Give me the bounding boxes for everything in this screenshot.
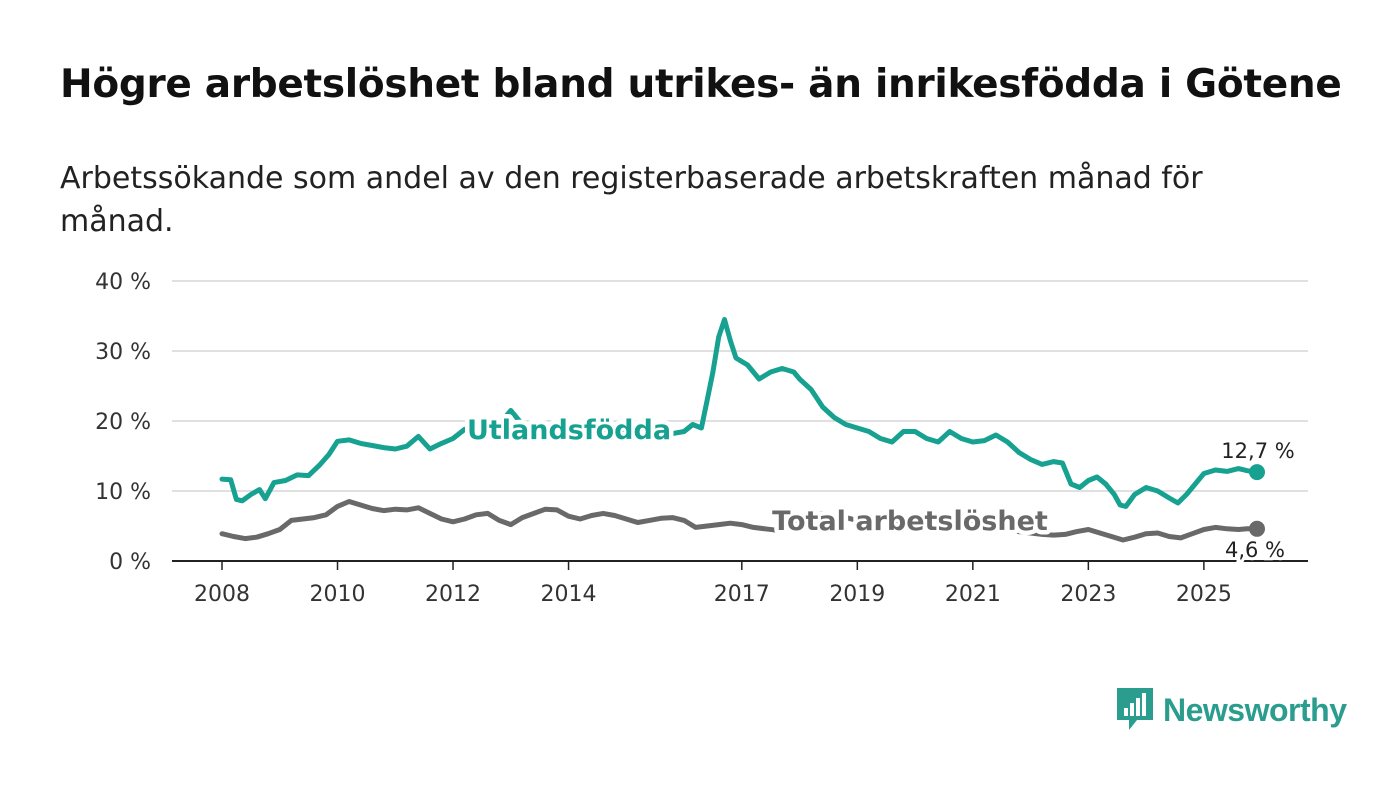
newsworthy-logo: Newsworthy	[1117, 688, 1347, 732]
series-line-1	[219, 499, 1260, 543]
series-end-marker-0	[1249, 464, 1265, 481]
newsworthy-logo-text: Newsworthy	[1163, 691, 1347, 728]
x-tick-label: 2023	[1060, 582, 1116, 607]
series-end-label-1: 4,6 %	[1225, 538, 1285, 562]
y-tick-label: 40 %	[95, 270, 151, 295]
series-end-label-0: 12,7 %	[1221, 439, 1294, 463]
series-name-label-0: Utlandsfödda	[467, 415, 671, 446]
series-lines	[219, 317, 1265, 543]
x-tick-label: 2025	[1176, 582, 1232, 607]
newsworthy-logo-icon	[1117, 688, 1153, 730]
x-tick-label: 2017	[714, 582, 770, 607]
series-name-label-1: Total arbetslöshet	[772, 506, 1048, 537]
y-tick-label: 20 %	[95, 410, 151, 435]
x-tick-label: 2008	[194, 582, 250, 607]
series-labels: 12,7 % 4,6 % Utlandsfödda Total arbetslöshe…	[462, 411, 1297, 565]
chart-title: Högre arbetslöshet bland utrikes- än inr…	[60, 62, 1342, 107]
x-tick-label: 2014	[541, 582, 597, 607]
axes: 0 % 10 % 20 % 30 % 40 % 2008 2010 2012 2014 2017 2…	[95, 270, 1308, 607]
x-tick-label: 2012	[425, 582, 481, 607]
chart-subtitle: Arbetssökande som andel av den registerb…	[60, 161, 1203, 239]
gridlines	[172, 280, 1308, 492]
y-tick-label: 0 %	[109, 550, 151, 575]
x-tick-label: 2019	[829, 582, 885, 607]
x-tick-label: 2010	[310, 582, 366, 607]
y-tick-label: 10 %	[95, 480, 151, 505]
series-end-marker-1	[1249, 520, 1265, 537]
series-line-0	[219, 317, 1260, 509]
x-tick-label: 2021	[945, 582, 1001, 607]
y-tick-label: 30 %	[95, 340, 151, 365]
